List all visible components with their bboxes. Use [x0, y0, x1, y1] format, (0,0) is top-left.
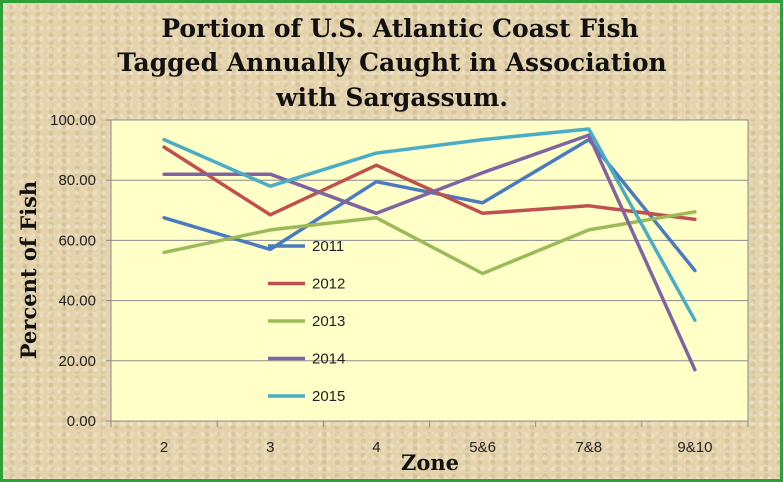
x-axis-ticks: 2 3 4 5&6 7&8 9&10: [110, 421, 749, 456]
series-line-2014: [162, 133, 697, 372]
x-tick-label: 9&10: [677, 439, 712, 456]
title-line-1: Portion of U.S. Atlantic Coast Fish: [161, 14, 638, 43]
x-tick-label: 7&8: [575, 439, 602, 456]
y-tick-label: 20.00: [58, 353, 96, 370]
title-line-3: with Sargassum.: [275, 83, 508, 112]
x-tick-label: 4: [372, 439, 380, 456]
x-tick-label: 5&6: [469, 439, 496, 456]
y-tick-label: 40.00: [58, 293, 96, 310]
legend: 2011 2012 2013 2014 2015: [268, 238, 345, 405]
x-axis-label: Zone: [401, 450, 459, 475]
chart-title: Portion of U.S. Atlantic Coast Fish Tagg…: [117, 14, 666, 112]
series-line-2013: [162, 210, 697, 276]
title-line-2: Tagged Annually Caught in Association: [117, 48, 666, 77]
series-lines: [162, 127, 697, 372]
x-tick-label: 2: [160, 439, 168, 456]
gridlines: [111, 119, 748, 422]
series-line-2015: [162, 127, 697, 322]
legend-label: 2012: [312, 276, 345, 293]
legend-label: 2015: [312, 388, 345, 405]
y-tick-label: 80.00: [58, 172, 96, 189]
legend-label: 2011: [312, 238, 344, 255]
y-axis-ticks: 0.00 20.00 40.00 60.00 80.00 100.00: [50, 112, 111, 430]
legend-label: 2013: [312, 313, 345, 330]
y-tick-label: 100.00: [50, 112, 96, 129]
x-tick-label: 3: [266, 439, 274, 456]
legend-label: 2014: [312, 351, 345, 368]
series-line-2012: [162, 145, 697, 222]
y-tick-label: 0.00: [67, 413, 96, 430]
y-tick-label: 60.00: [58, 232, 96, 249]
y-axis-label: Percent of Fish: [16, 181, 41, 359]
plot-area: [110, 119, 749, 422]
